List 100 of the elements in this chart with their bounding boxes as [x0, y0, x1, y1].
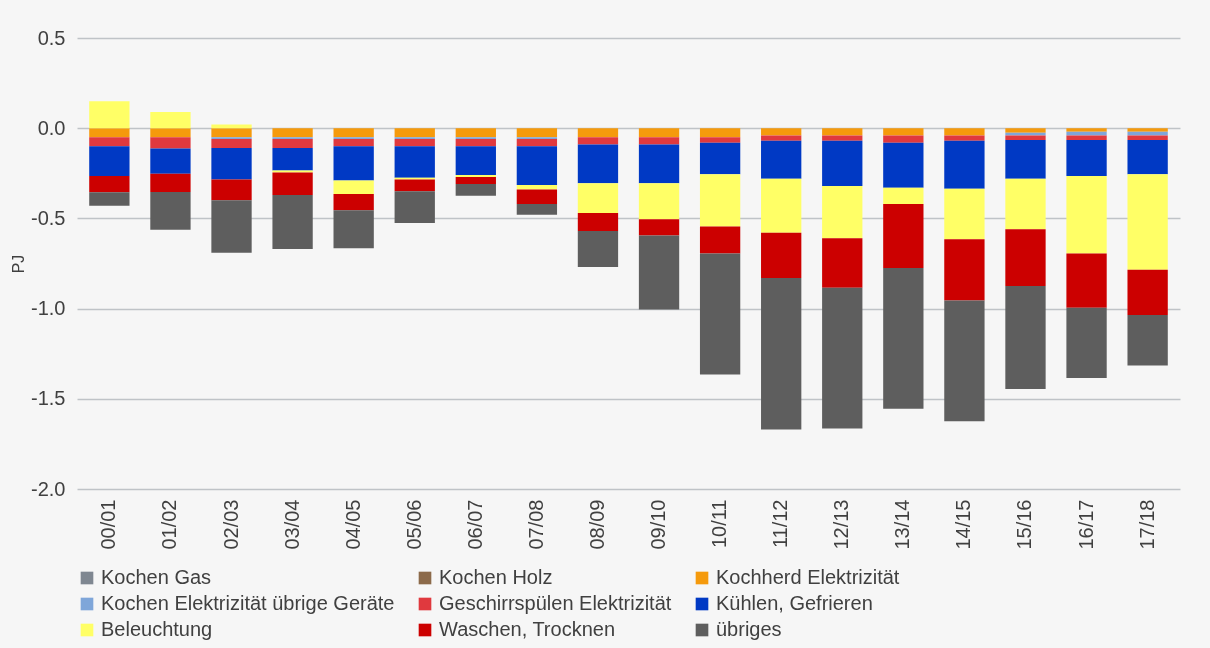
bar — [1127, 269, 1168, 315]
legend-label: Waschen, Trocknen — [439, 618, 616, 640]
x-tick-label: 00/01 — [97, 499, 120, 550]
bar — [211, 179, 252, 201]
bar — [1127, 314, 1168, 366]
bar — [822, 135, 863, 141]
bar — [1127, 135, 1168, 140]
x-tick-label: 02/03 — [219, 499, 242, 550]
legend-label: Kühlen, Gefrieren — [716, 592, 873, 614]
x-tick-label: 16/17 — [1074, 499, 1097, 550]
bar — [1127, 139, 1168, 175]
bar — [577, 128, 619, 138]
y-tick-label: 0.0 — [37, 116, 66, 139]
bar — [944, 188, 985, 240]
bar — [1005, 178, 1046, 230]
x-tick-label: 17/18 — [1135, 499, 1158, 550]
y-tick-label: -0.5 — [31, 206, 66, 229]
x-tick-label: 04/05 — [341, 499, 364, 550]
bar — [883, 268, 924, 409]
y-tick-label: -1.5 — [31, 387, 66, 410]
bar — [1005, 128, 1046, 133]
bar — [89, 192, 130, 206]
bar — [272, 194, 313, 250]
bar — [333, 194, 374, 211]
bar — [1066, 176, 1107, 254]
bar — [1005, 139, 1046, 179]
x-tick-label: 15/16 — [1013, 499, 1036, 550]
bar — [516, 146, 558, 186]
bar — [944, 140, 985, 189]
y-tick-label: -2.0 — [31, 477, 66, 500]
bar — [211, 128, 252, 138]
x-tick-label: 11/12 — [769, 499, 792, 549]
bar — [211, 148, 252, 180]
bar — [822, 128, 863, 136]
y-tick-label: 0.5 — [37, 26, 66, 49]
bar — [1066, 139, 1107, 177]
bar — [883, 128, 924, 136]
x-tick-label: 03/04 — [280, 499, 303, 550]
bar — [577, 144, 619, 184]
bar — [516, 128, 558, 138]
bar — [638, 235, 680, 310]
bar — [394, 179, 435, 192]
bar — [699, 226, 741, 254]
bar — [89, 146, 130, 177]
bar — [333, 146, 374, 181]
bar — [1066, 253, 1107, 308]
bar — [822, 238, 863, 288]
bar — [822, 140, 863, 186]
bar — [455, 184, 496, 196]
bar — [272, 128, 313, 138]
bar — [761, 232, 802, 278]
bar — [1127, 174, 1168, 270]
legend-label: Kochen Gas — [101, 566, 212, 588]
legend-label: Kochherd Elektrizität — [716, 566, 900, 588]
bar — [1066, 307, 1107, 379]
bar — [394, 139, 435, 147]
bar — [761, 135, 802, 141]
bar — [394, 128, 435, 138]
bar — [761, 140, 802, 179]
bar — [761, 277, 802, 430]
bar — [516, 185, 558, 190]
bar — [638, 128, 680, 138]
bar — [761, 178, 802, 233]
bar — [1005, 135, 1046, 140]
x-tick-label: 05/06 — [402, 499, 425, 550]
bar — [699, 142, 741, 175]
bar — [944, 135, 985, 141]
bar — [883, 187, 924, 204]
bar — [516, 203, 558, 215]
bar — [150, 191, 191, 230]
bar — [455, 176, 496, 185]
bar — [1127, 128, 1168, 132]
x-tick-label: 07/08 — [524, 499, 547, 550]
bar — [883, 135, 924, 143]
legend-label: Kochen Holz — [439, 566, 553, 588]
bar — [577, 212, 619, 232]
x-tick-label: 13/14 — [891, 499, 914, 550]
x-tick-label: 14/15 — [952, 499, 975, 550]
bar — [699, 174, 741, 227]
bar — [577, 231, 619, 268]
bar — [944, 128, 985, 136]
bar — [638, 137, 680, 145]
bar — [89, 101, 130, 129]
bar — [333, 210, 374, 249]
bar — [638, 219, 680, 236]
bar — [150, 173, 191, 192]
bar — [89, 137, 130, 147]
bar — [944, 239, 985, 301]
x-tick-label: 12/13 — [830, 499, 853, 550]
bar — [455, 146, 496, 176]
bar — [1066, 128, 1107, 132]
bar — [394, 146, 435, 178]
legend-label: übriges — [716, 618, 782, 640]
bar — [272, 139, 313, 149]
bar — [883, 203, 924, 269]
bar — [577, 137, 619, 145]
bar — [699, 253, 741, 375]
bar — [638, 183, 680, 220]
bar — [333, 139, 374, 147]
bar — [944, 300, 985, 422]
